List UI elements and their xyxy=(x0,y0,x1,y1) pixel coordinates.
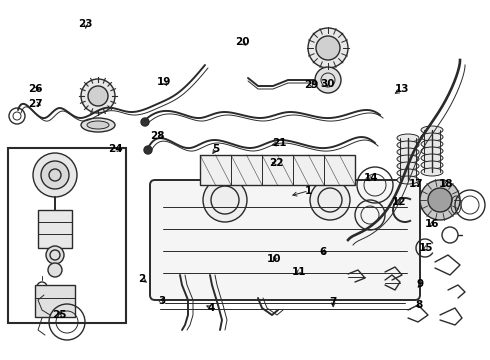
Text: 25: 25 xyxy=(52,310,67,320)
Ellipse shape xyxy=(421,154,443,162)
Ellipse shape xyxy=(397,141,419,149)
Text: 13: 13 xyxy=(394,84,409,94)
Text: 1: 1 xyxy=(305,186,312,196)
Text: 6: 6 xyxy=(320,247,327,257)
Ellipse shape xyxy=(87,121,109,129)
Circle shape xyxy=(310,180,350,220)
Circle shape xyxy=(315,67,341,93)
FancyBboxPatch shape xyxy=(150,180,420,300)
Circle shape xyxy=(46,246,64,264)
Ellipse shape xyxy=(397,162,419,170)
Text: 20: 20 xyxy=(235,37,250,48)
Text: 8: 8 xyxy=(416,300,422,310)
Ellipse shape xyxy=(421,133,443,141)
Bar xyxy=(8,148,126,323)
Text: 28: 28 xyxy=(150,131,165,141)
Circle shape xyxy=(316,36,340,60)
Bar xyxy=(200,155,355,185)
Text: 22: 22 xyxy=(270,158,284,168)
Text: 19: 19 xyxy=(157,77,172,87)
Ellipse shape xyxy=(397,155,419,163)
Circle shape xyxy=(88,86,108,106)
Text: 10: 10 xyxy=(267,254,282,264)
Ellipse shape xyxy=(397,134,419,142)
Text: 18: 18 xyxy=(439,179,453,189)
Text: 3: 3 xyxy=(158,296,165,306)
Text: 21: 21 xyxy=(272,138,287,148)
Text: 11: 11 xyxy=(292,267,306,277)
Text: 2: 2 xyxy=(139,274,146,284)
Text: 4: 4 xyxy=(207,303,215,313)
Text: 16: 16 xyxy=(425,219,440,229)
Text: 27: 27 xyxy=(28,99,43,109)
Circle shape xyxy=(144,146,152,154)
Ellipse shape xyxy=(421,140,443,148)
Circle shape xyxy=(48,263,62,277)
Ellipse shape xyxy=(421,168,443,176)
Text: 24: 24 xyxy=(108,144,122,154)
Circle shape xyxy=(203,178,247,222)
Text: 12: 12 xyxy=(392,197,407,207)
Text: 23: 23 xyxy=(78,19,93,30)
Circle shape xyxy=(428,188,452,212)
Ellipse shape xyxy=(421,161,443,169)
Circle shape xyxy=(420,180,460,220)
Text: 7: 7 xyxy=(329,297,337,307)
Circle shape xyxy=(41,161,69,189)
Ellipse shape xyxy=(397,148,419,156)
Ellipse shape xyxy=(421,126,443,134)
Ellipse shape xyxy=(397,176,419,184)
Text: 30: 30 xyxy=(320,78,335,89)
Circle shape xyxy=(308,28,348,68)
Bar xyxy=(38,210,72,248)
Circle shape xyxy=(33,153,77,197)
Text: 26: 26 xyxy=(28,84,43,94)
Ellipse shape xyxy=(421,147,443,155)
Ellipse shape xyxy=(81,118,115,132)
Text: 14: 14 xyxy=(364,173,379,183)
Circle shape xyxy=(141,118,149,126)
Text: 15: 15 xyxy=(419,243,434,253)
Text: 17: 17 xyxy=(409,179,424,189)
Text: 29: 29 xyxy=(304,80,318,90)
Text: 9: 9 xyxy=(417,279,424,289)
Circle shape xyxy=(81,79,115,113)
Bar xyxy=(35,285,75,317)
Text: 5: 5 xyxy=(212,144,219,154)
Ellipse shape xyxy=(397,169,419,177)
